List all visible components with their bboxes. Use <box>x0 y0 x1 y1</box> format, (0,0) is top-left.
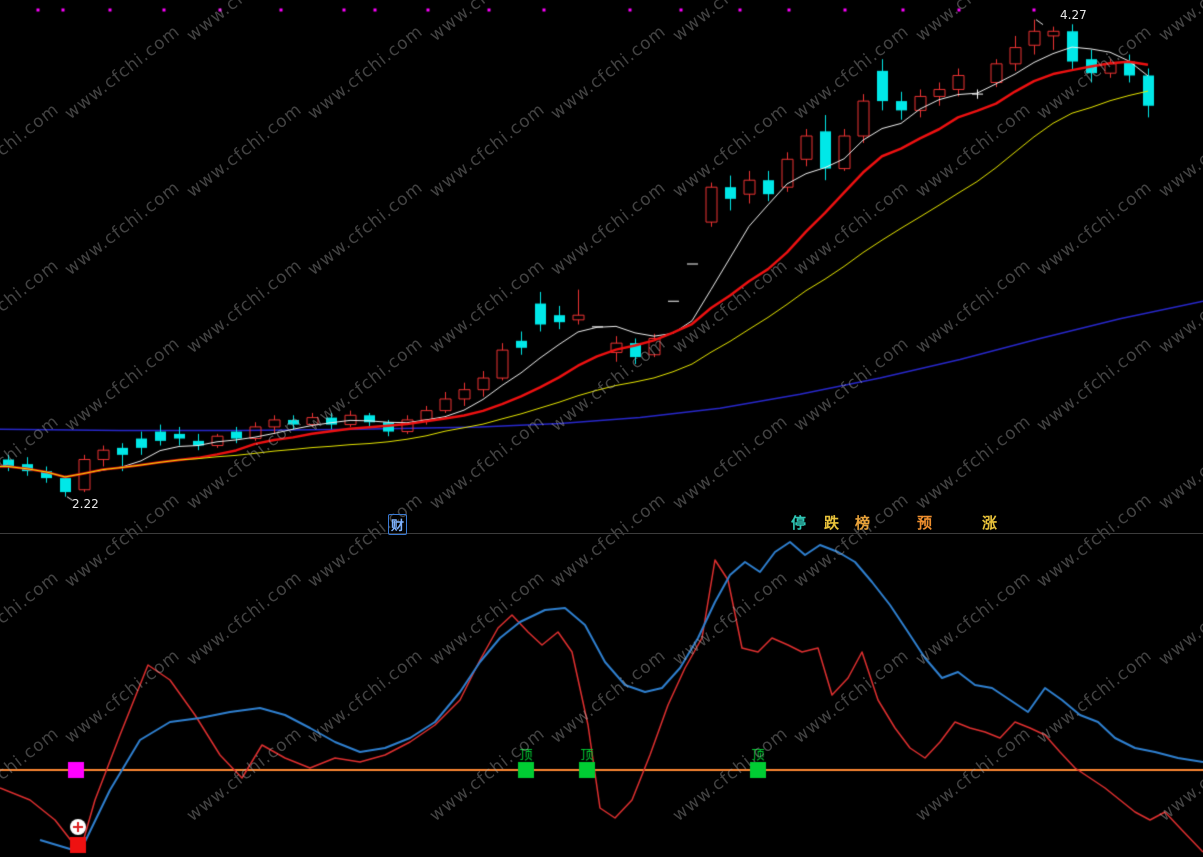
ticker-item-5[interactable]: 预 <box>917 514 933 532</box>
indicator-chart-canvas[interactable] <box>0 535 1203 857</box>
ticker-item-3[interactable]: 跌 <box>824 514 840 532</box>
candlestick-chart-canvas[interactable] <box>0 0 1203 535</box>
ticker-item-6[interactable]: 涨 <box>982 514 998 532</box>
panel-divider <box>0 533 1203 534</box>
high-price-label: 4.27 <box>1060 8 1087 22</box>
low-price-label: 2.22 <box>72 497 99 511</box>
ticker-item-4[interactable]: 榜 <box>855 514 871 532</box>
ticker-item-1[interactable]: 财 <box>388 514 408 535</box>
ticker-item-2[interactable]: 停 <box>791 514 807 532</box>
